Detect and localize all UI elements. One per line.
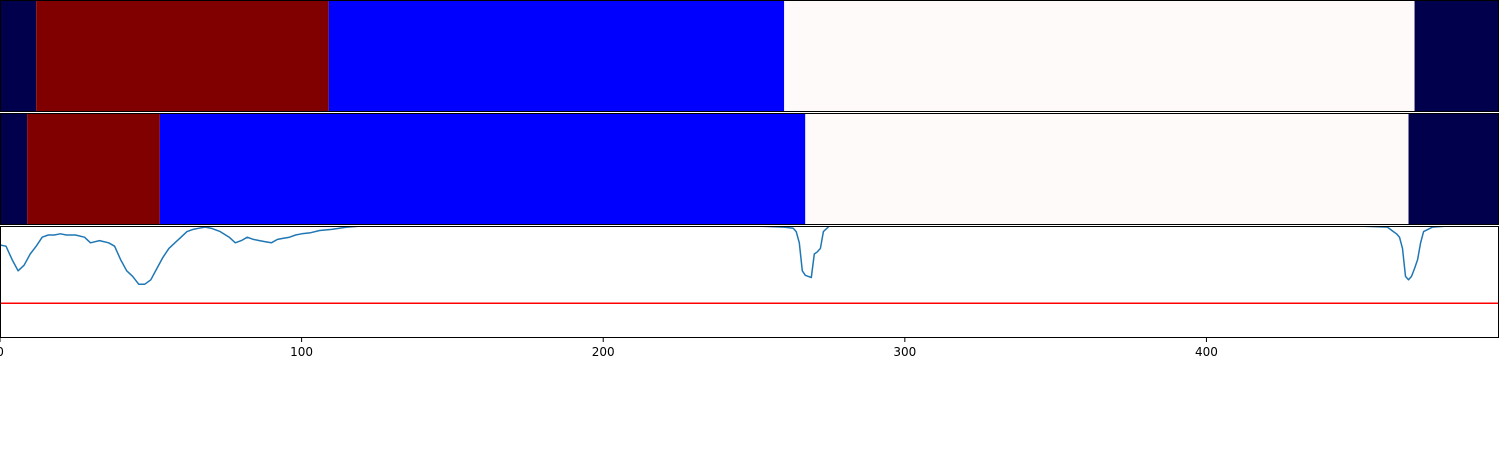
bar-frame <box>0 0 1499 112</box>
segment-1 <box>36 0 329 112</box>
segmentation-bar-top <box>0 0 1499 112</box>
segment-4 <box>1408 113 1499 225</box>
x-tick-label: 100 <box>290 345 313 359</box>
segment-3 <box>805 113 1409 225</box>
x-tick-label: 200 <box>592 345 615 359</box>
segment-0 <box>0 0 37 112</box>
plot-area <box>0 226 1499 305</box>
segment-1 <box>27 113 160 225</box>
x-tick-label: 300 <box>893 345 916 359</box>
segment-3 <box>784 0 1415 112</box>
segment-2 <box>159 113 806 225</box>
segment-4 <box>1414 0 1499 112</box>
segmentation-bar-middle <box>0 113 1499 225</box>
score-series-line-0 <box>0 226 1499 285</box>
plot-frame <box>0 226 1499 338</box>
segment-2 <box>328 0 785 112</box>
x-tick-label: 400 <box>1195 345 1218 359</box>
segment-0 <box>0 113 28 225</box>
bar-frame <box>0 113 1499 225</box>
x-tick-label: 0 <box>0 345 4 359</box>
score-line-plot: 0 100 200 300 400 <box>0 226 1499 359</box>
